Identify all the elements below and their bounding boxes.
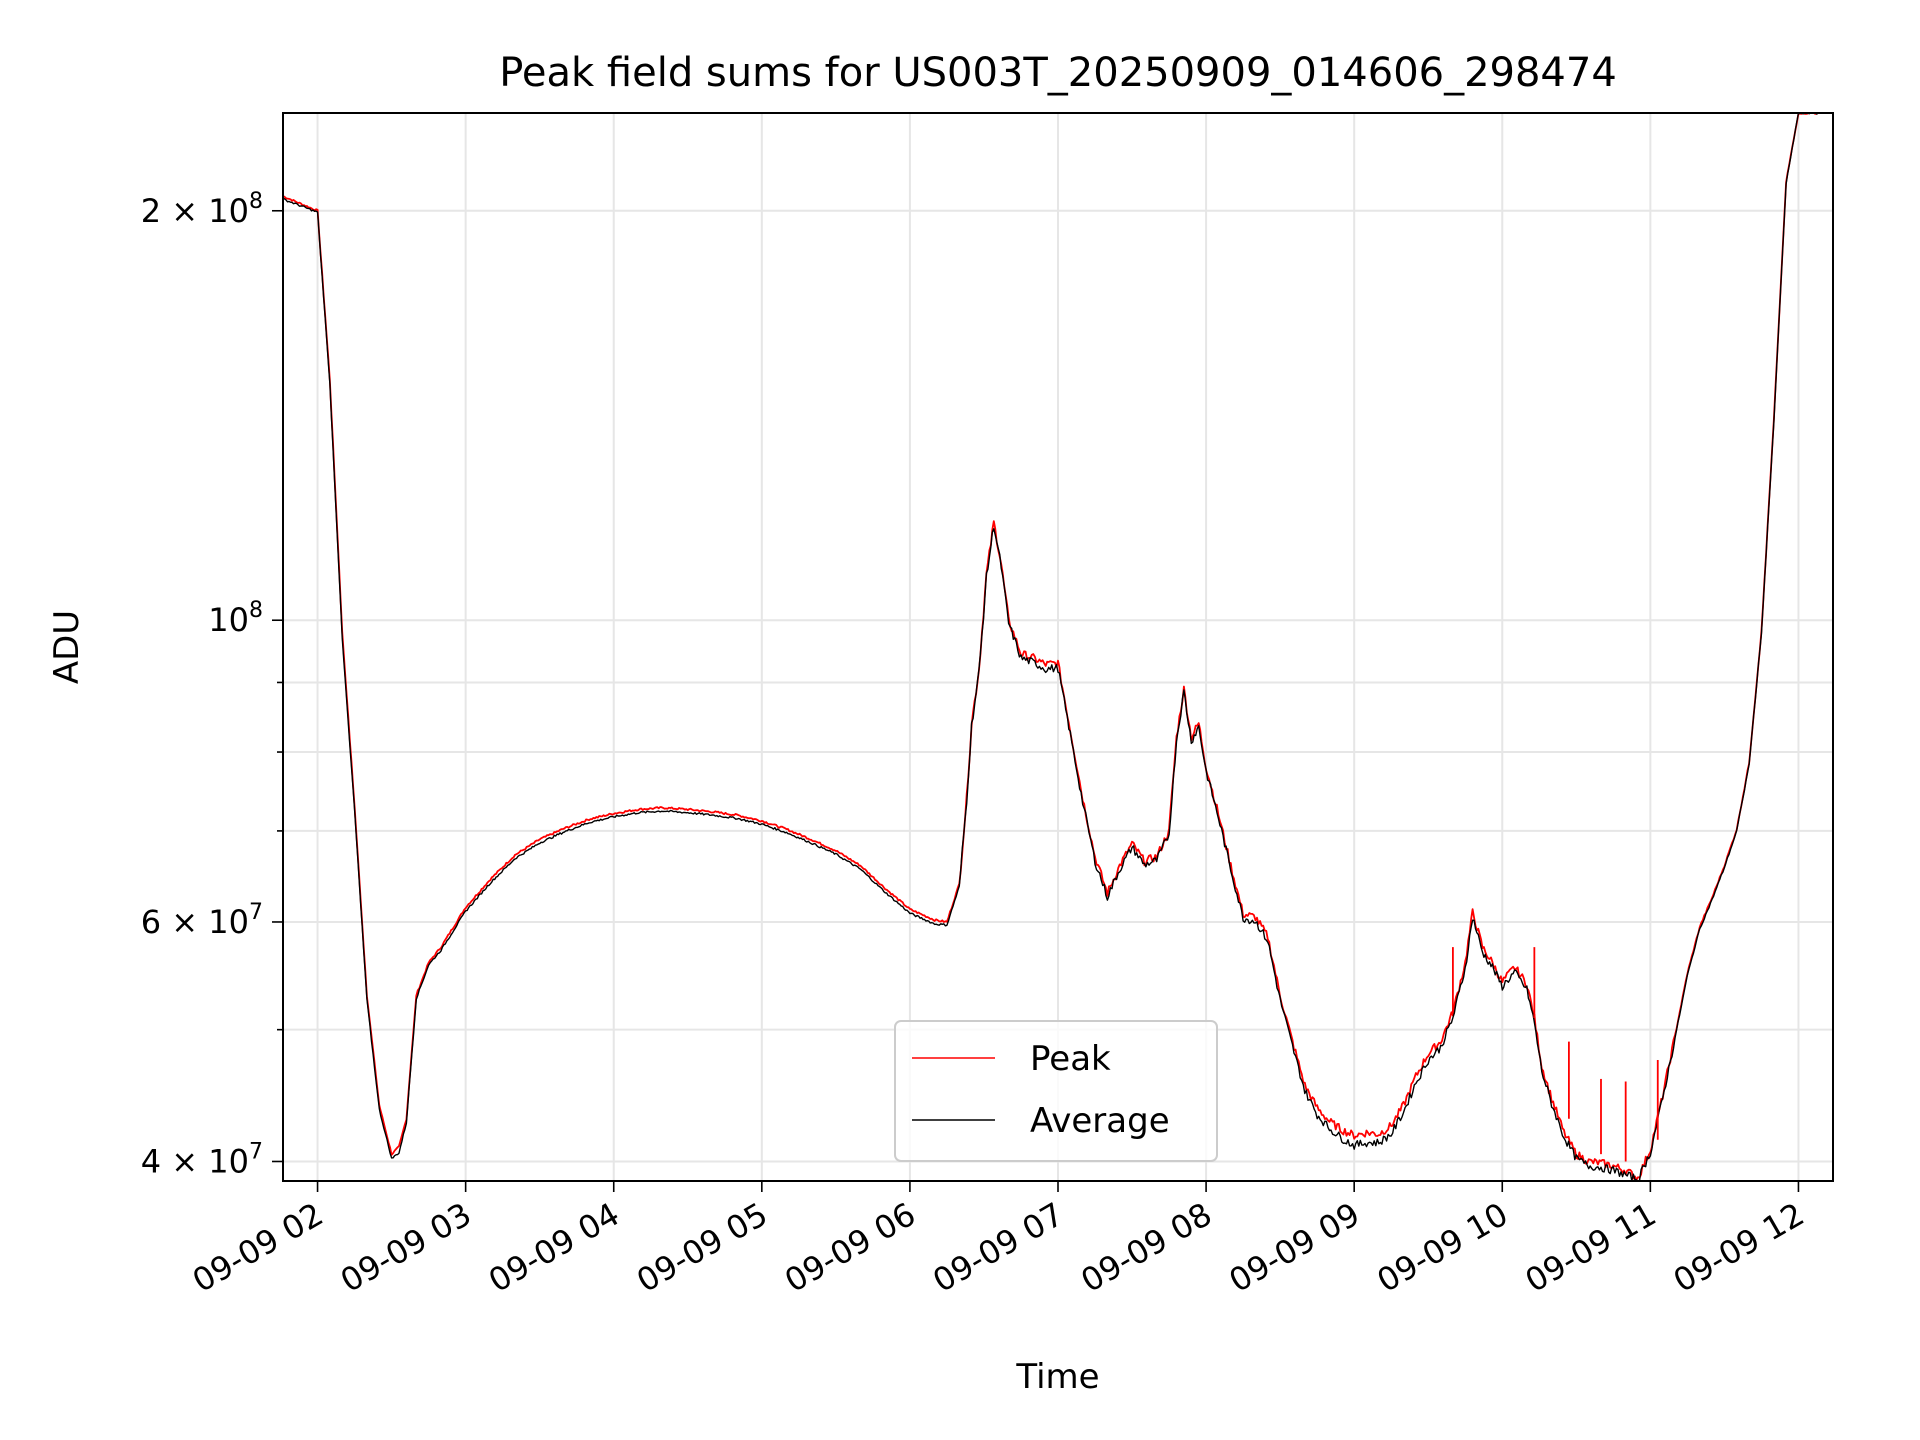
legend-label-average: Average xyxy=(1030,1101,1170,1141)
y-axis-label: ADU xyxy=(47,610,87,684)
grid xyxy=(283,113,1833,1181)
legend-box xyxy=(894,1020,1218,1162)
y-tick-label: 2 × 108 xyxy=(141,189,263,230)
y-tick-label: 4 × 107 xyxy=(141,1139,263,1180)
y-axis: 4 × 107 6 × 107 108 2 × 108 xyxy=(141,189,283,1180)
legend-label-peak: Peak xyxy=(1030,1039,1111,1079)
y-tick-label: 108 xyxy=(208,598,263,639)
x-axis-label: Time xyxy=(1015,1357,1099,1397)
chart-title: Peak field sums for US003T_20250909_0146… xyxy=(499,50,1617,96)
series-group xyxy=(283,113,1819,1181)
series-line-average xyxy=(283,113,1819,1181)
legend: Peak Average xyxy=(894,1020,1218,1162)
series-line-peak xyxy=(283,113,1819,1181)
y-tick-label: 6 × 107 xyxy=(141,900,263,941)
